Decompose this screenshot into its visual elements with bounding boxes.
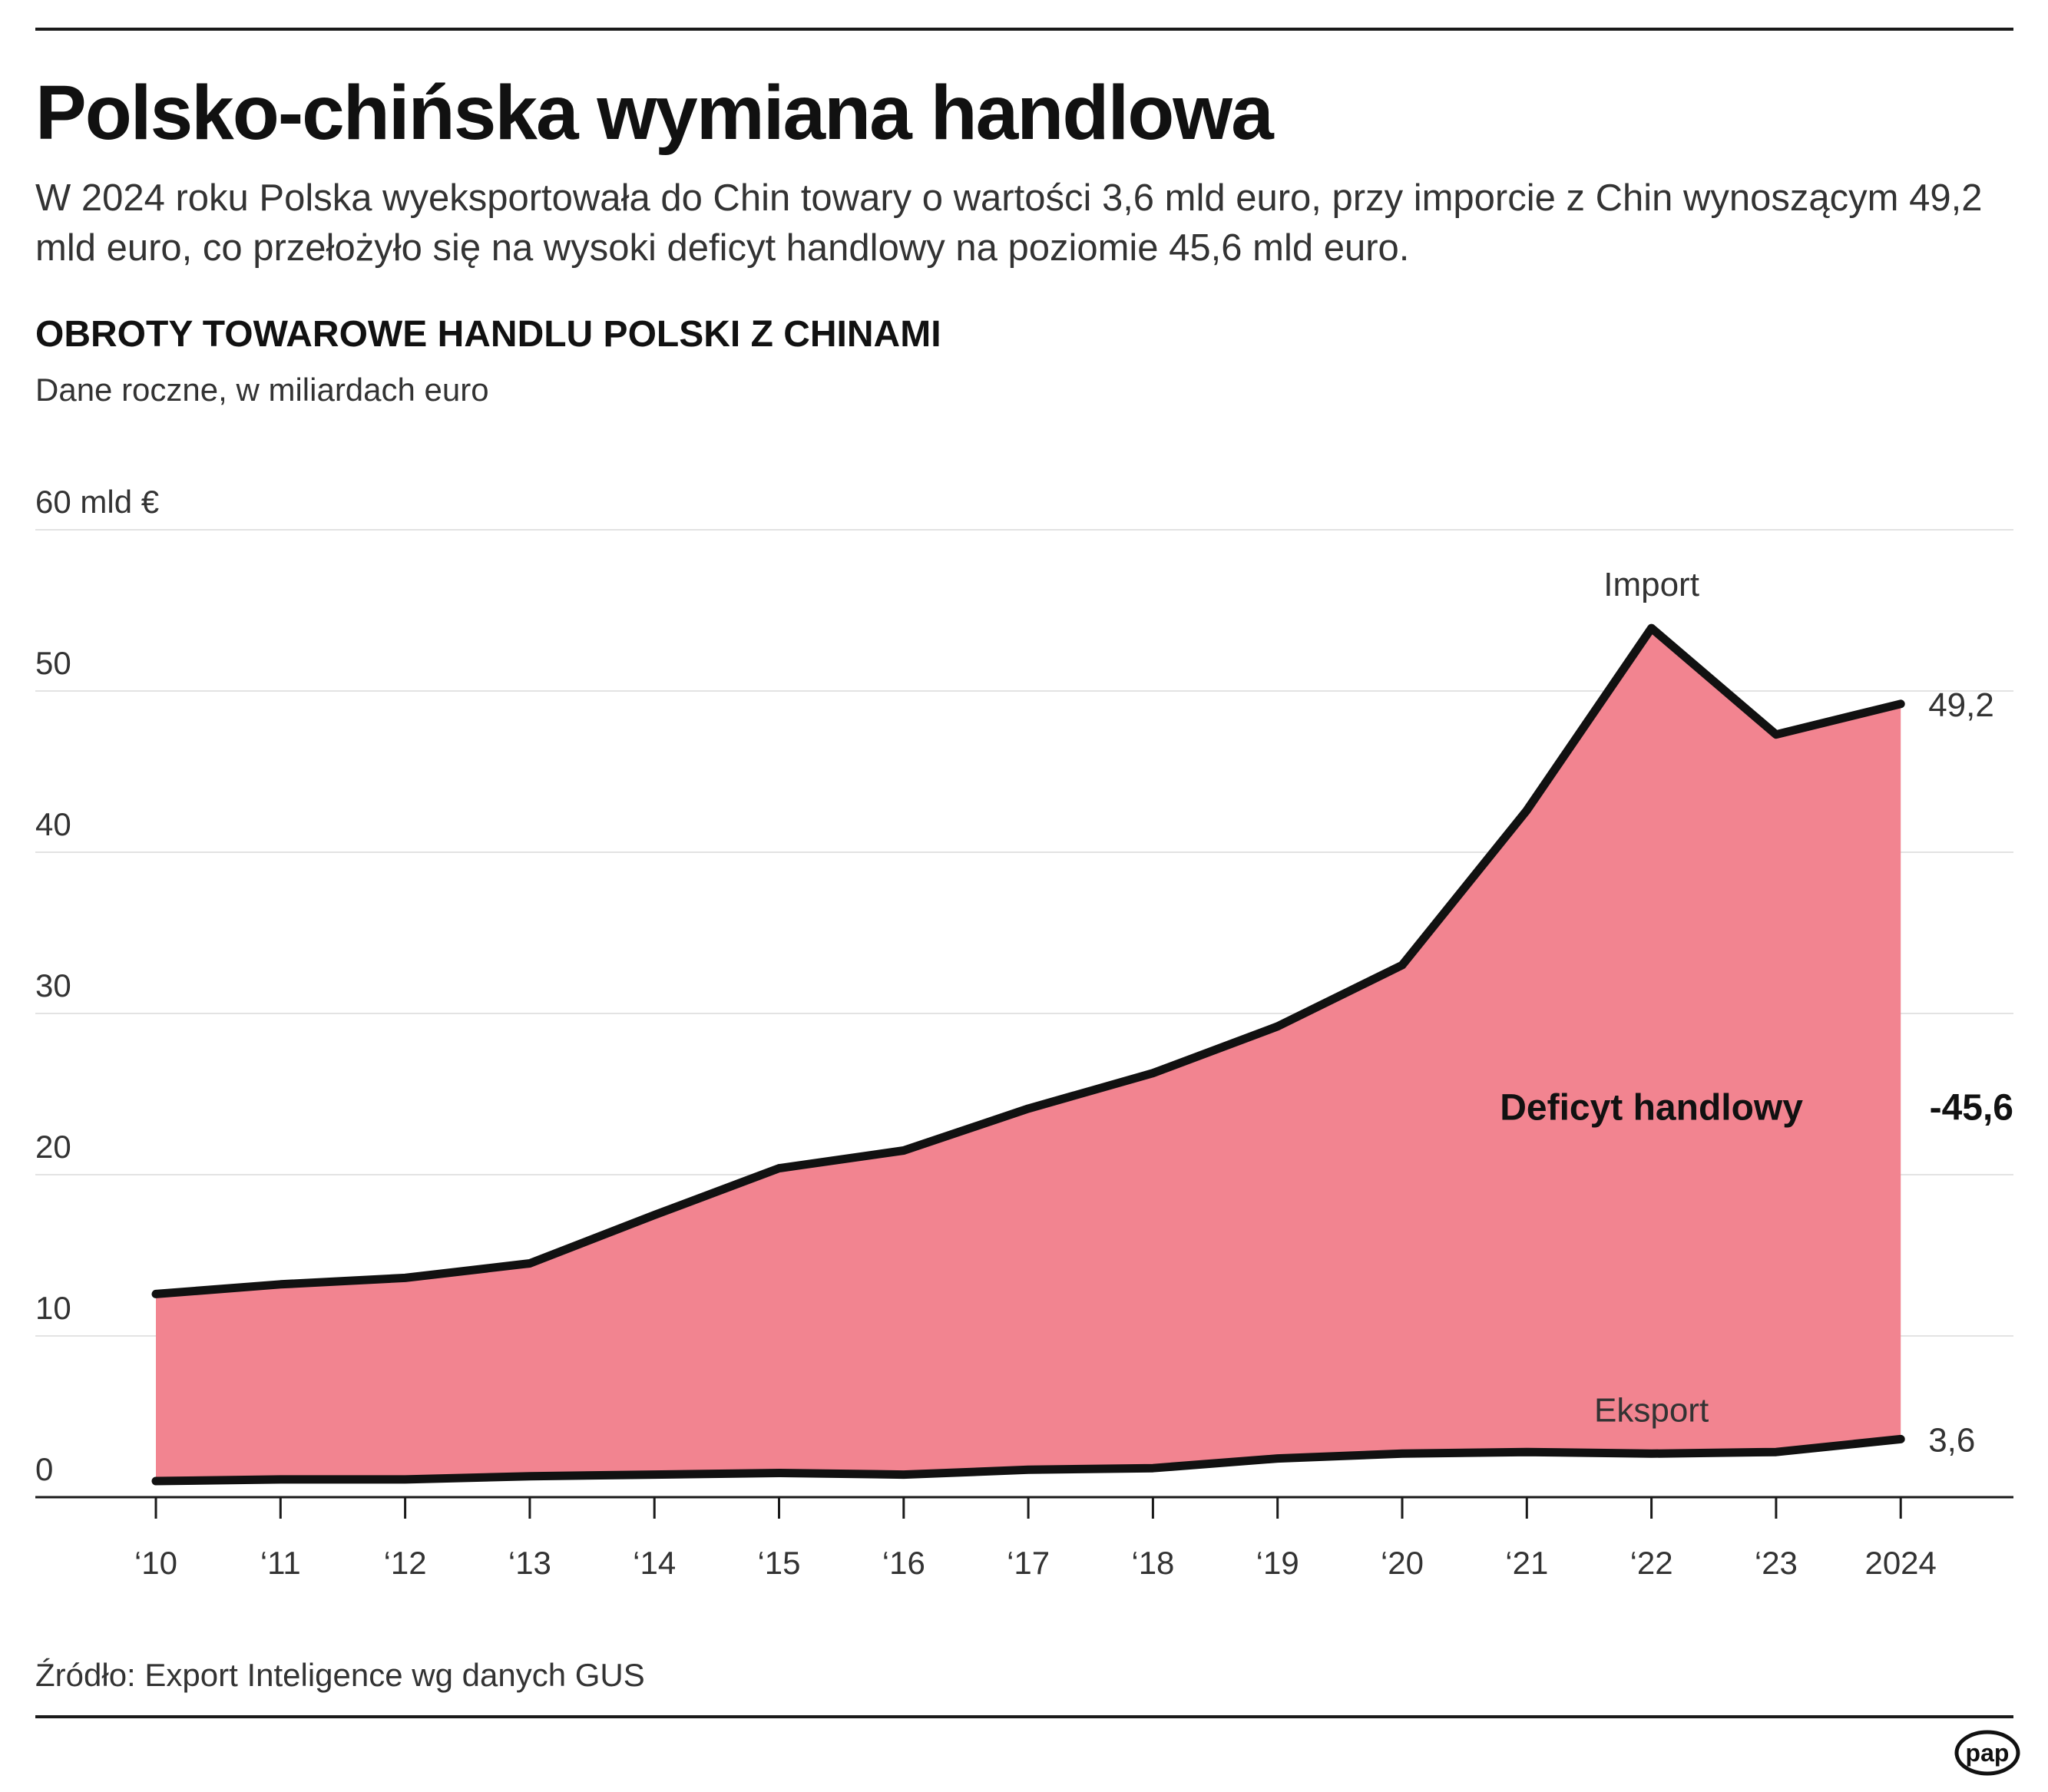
y-axis: 0 10 20 30 40 50 60 mld € — [35, 484, 159, 1487]
import-line — [151, 623, 1905, 1298]
x-tick-label: ‘18 — [1131, 1545, 1174, 1581]
x-tick-label: ‘15 — [757, 1545, 800, 1581]
deficit-area-label: Deficyt handlowy — [1500, 1088, 1803, 1129]
chart-title: OBROTY TOWAROWE HANDLU POLSKI Z CHINAMI — [35, 314, 941, 355]
x-tick-label: 2024 — [1864, 1545, 1936, 1581]
x-tick-label: ‘13 — [508, 1545, 551, 1581]
x-tick-label: ‘11 — [260, 1545, 301, 1581]
export-end-value: 3,6 — [1928, 1421, 1975, 1459]
chart-subtitle: Dane roczne, w miliardach euro — [35, 372, 489, 408]
source-note: Źródło: Export Inteligence wg danych GUS — [35, 1657, 645, 1693]
y-tick-label: 40 — [35, 806, 71, 842]
x-tick-label: ‘19 — [1256, 1545, 1299, 1581]
x-tick-label: ‘20 — [1381, 1545, 1424, 1581]
import-end-value: 49,2 — [1928, 686, 1994, 724]
top-rule — [35, 28, 2013, 31]
x-tick-label: ‘12 — [384, 1545, 427, 1581]
export-series-label: Eksport — [1594, 1391, 1709, 1429]
pap-logo: pap — [1954, 1730, 2020, 1776]
deficit-area — [156, 628, 1901, 1481]
x-axis: ‘10 ‘11 ‘12 ‘13 ‘14 ‘15 ‘16 ‘17 ‘18 ‘19 ‘20 ‘21 ‘22 ‘… — [134, 1497, 1937, 1581]
bottom-rule — [35, 1715, 2013, 1718]
import-series-label: Import — [1603, 566, 1699, 603]
x-tick-label: ‘16 — [882, 1545, 925, 1581]
y-tick-label: 0 — [35, 1451, 53, 1487]
x-tick-label: ‘22 — [1630, 1545, 1673, 1581]
page-title: Polsko-chińska wymiana handlowa — [35, 70, 1274, 156]
y-tick-label: 30 — [35, 967, 71, 1003]
x-tick-label: ‘23 — [1755, 1545, 1798, 1581]
y-tick-label: 10 — [35, 1290, 71, 1326]
x-tick-label: ‘21 — [1505, 1545, 1548, 1581]
y-tick-label: 20 — [35, 1129, 71, 1165]
deficit-value: -45,6 — [1930, 1088, 2013, 1129]
y-tick-label: 60 mld € — [35, 484, 159, 520]
pap-logo-text: pap — [1966, 1739, 2010, 1767]
lead-paragraph: W 2024 roku Polska wyeksportowała do Chi… — [35, 177, 1983, 269]
export-line — [151, 1434, 1905, 1486]
x-tick-label: ‘14 — [633, 1545, 676, 1581]
x-tick-label: ‘17 — [1007, 1545, 1050, 1581]
y-tick-label: 50 — [35, 645, 71, 681]
x-tick-label: ‘10 — [134, 1545, 177, 1581]
